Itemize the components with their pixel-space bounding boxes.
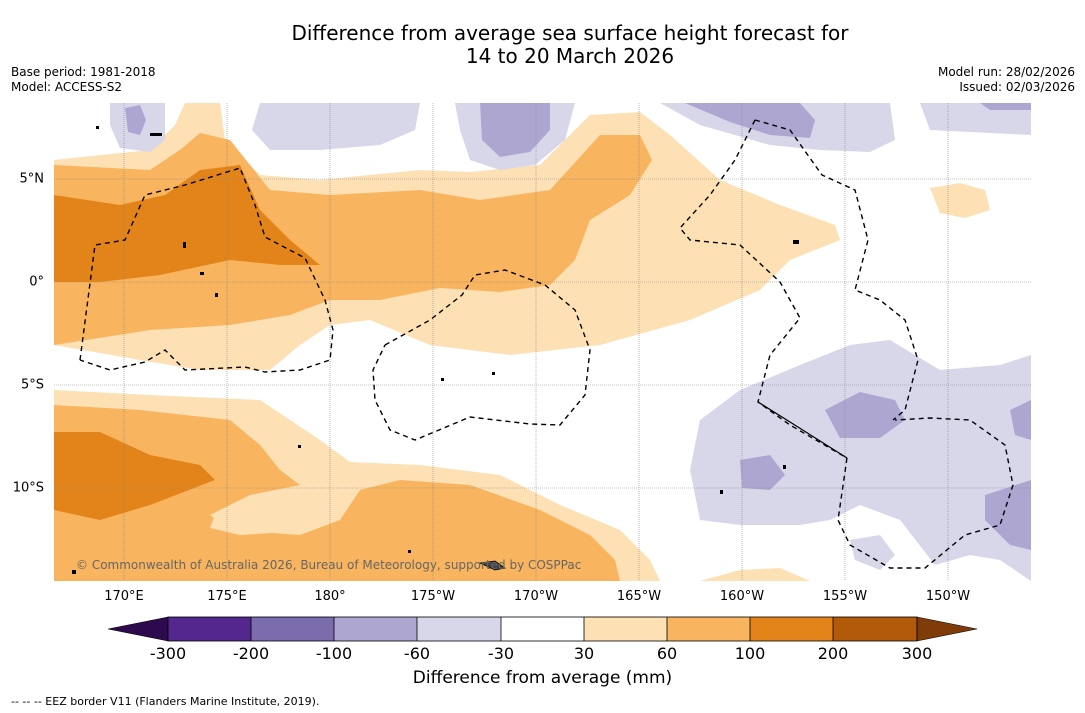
lon-label-165w: 165°W — [616, 589, 662, 604]
colorbar-dividers — [250, 617, 834, 641]
island-1 — [96, 126, 99, 129]
eez-border-line-islands — [754, 119, 919, 421]
eez-border-tuvalu-kiribati — [79, 167, 334, 373]
contour-30-60-south-inner — [210, 495, 330, 535]
contour-100-200-north — [54, 165, 320, 282]
lon-label-170e: 170°E — [104, 589, 144, 604]
island-5 — [215, 293, 218, 297]
eez-border-cook-islands — [837, 417, 1014, 569]
contour-100-200-south — [54, 432, 215, 520]
colorbar-outline — [167, 616, 918, 642]
island-9 — [793, 240, 799, 244]
eez-legend-note: -- -- -- EEZ border V11 (Flanders Marine… — [11, 695, 320, 708]
colorbar-tick: 60 — [656, 644, 678, 663]
lon-label-160w: 160°W — [719, 589, 765, 604]
contour-60-100-south — [54, 405, 620, 581]
colorbar-band-p100 — [750, 617, 833, 641]
lon-label-180: 180° — [314, 589, 346, 604]
island-4 — [200, 272, 204, 275]
colorbar-band-n100 — [334, 617, 417, 641]
chart-title: Difference from average sea surface heig… — [0, 22, 1085, 68]
contour-neg60-north-2 — [480, 103, 550, 157]
base-period: Base period: 1981-2018 — [11, 65, 156, 79]
colorbar-tick: 200 — [817, 644, 849, 663]
contour-neg60-southeast-3 — [1010, 400, 1031, 440]
meta-left: Base period: 1981-2018 Model: ACCESS-S2 — [11, 65, 156, 95]
island-6 — [298, 445, 301, 448]
model-name: Model: ACCESS-S2 — [11, 80, 123, 94]
colorbar-under-arrow — [107, 616, 169, 642]
colorbar-tick: -60 — [403, 644, 431, 663]
eez-boundary-solid — [757, 401, 848, 459]
colorbar-tick: 300 — [901, 644, 933, 663]
contour-neg30-southeast — [690, 340, 1031, 581]
colorbar-tick: -300 — [149, 644, 187, 663]
colorbar-tick: 30 — [573, 644, 595, 663]
colorbar-band-p200 — [833, 617, 917, 641]
contour-30-60-bottom — [700, 568, 810, 581]
island-8 — [441, 378, 444, 381]
contour-neg60-north-1 — [125, 105, 146, 135]
contour-neg30-north-2 — [252, 103, 420, 150]
island-2 — [150, 133, 162, 136]
island-11 — [783, 465, 786, 469]
colorbar-band-n60 — [417, 617, 501, 641]
lon-label-175w: 175°W — [410, 589, 456, 604]
meta-right: Model run: 28/02/2026 Issued: 02/03/2026 — [938, 65, 1075, 95]
lat-label-10s: 10°S — [12, 480, 44, 496]
lon-label-170w: 170°W — [513, 589, 559, 604]
eez-border-phoenix — [372, 269, 591, 441]
island-12 — [72, 570, 76, 574]
island-samoa — [478, 560, 506, 571]
islands — [72, 126, 799, 574]
island-13 — [408, 550, 411, 553]
lat-label-0: 0° — [29, 274, 44, 290]
colorbar-tick: -200 — [232, 644, 270, 663]
colorbar-band-n200 — [251, 617, 334, 641]
copyright-notice: © Commonwealth of Australia 2026, Bureau… — [76, 558, 582, 572]
contour-neg60-north-3 — [685, 103, 815, 138]
title-line-1: Difference from average sea surface heig… — [291, 21, 849, 45]
colorbar-band-p60 — [667, 617, 750, 641]
lat-label-5s: 5°S — [20, 377, 44, 393]
issued-date: Issued: 02/03/2026 — [959, 80, 1075, 94]
colorbar-band-n300 — [168, 617, 251, 641]
contour-neg60-southeast-2 — [740, 455, 785, 490]
colorbar-band-n30 — [501, 617, 584, 641]
contour-neg30-south-patch — [850, 535, 895, 570]
lon-label-175e: 175°E — [207, 589, 247, 604]
contour-neg60-southeast-4 — [985, 480, 1031, 550]
island-7 — [492, 372, 495, 375]
island-3 — [183, 242, 186, 248]
colorbar-label: Difference from average (mm) — [412, 668, 673, 688]
contour-neg60-north-4 — [980, 103, 1031, 110]
island-10 — [720, 490, 723, 494]
lon-label-155w: 155°W — [822, 589, 868, 604]
model-run: Model run: 28/02/2026 — [937, 65, 1075, 79]
colorbar-tick: -100 — [315, 644, 353, 663]
lat-label-5n: 5°N — [19, 171, 45, 187]
map-plot-area — [54, 103, 1031, 581]
colorbar-tick: -30 — [487, 644, 515, 663]
graticule — [54, 103, 1031, 581]
colorbar-band-p30 — [584, 617, 667, 641]
colorbar-tick: 100 — [734, 644, 766, 663]
colorbar-over-arrow — [916, 616, 978, 642]
contour-30-60-east-patch — [930, 183, 990, 218]
lon-label-150w: 150°W — [925, 589, 971, 604]
title-line-2: 14 to 20 March 2026 — [465, 44, 675, 68]
